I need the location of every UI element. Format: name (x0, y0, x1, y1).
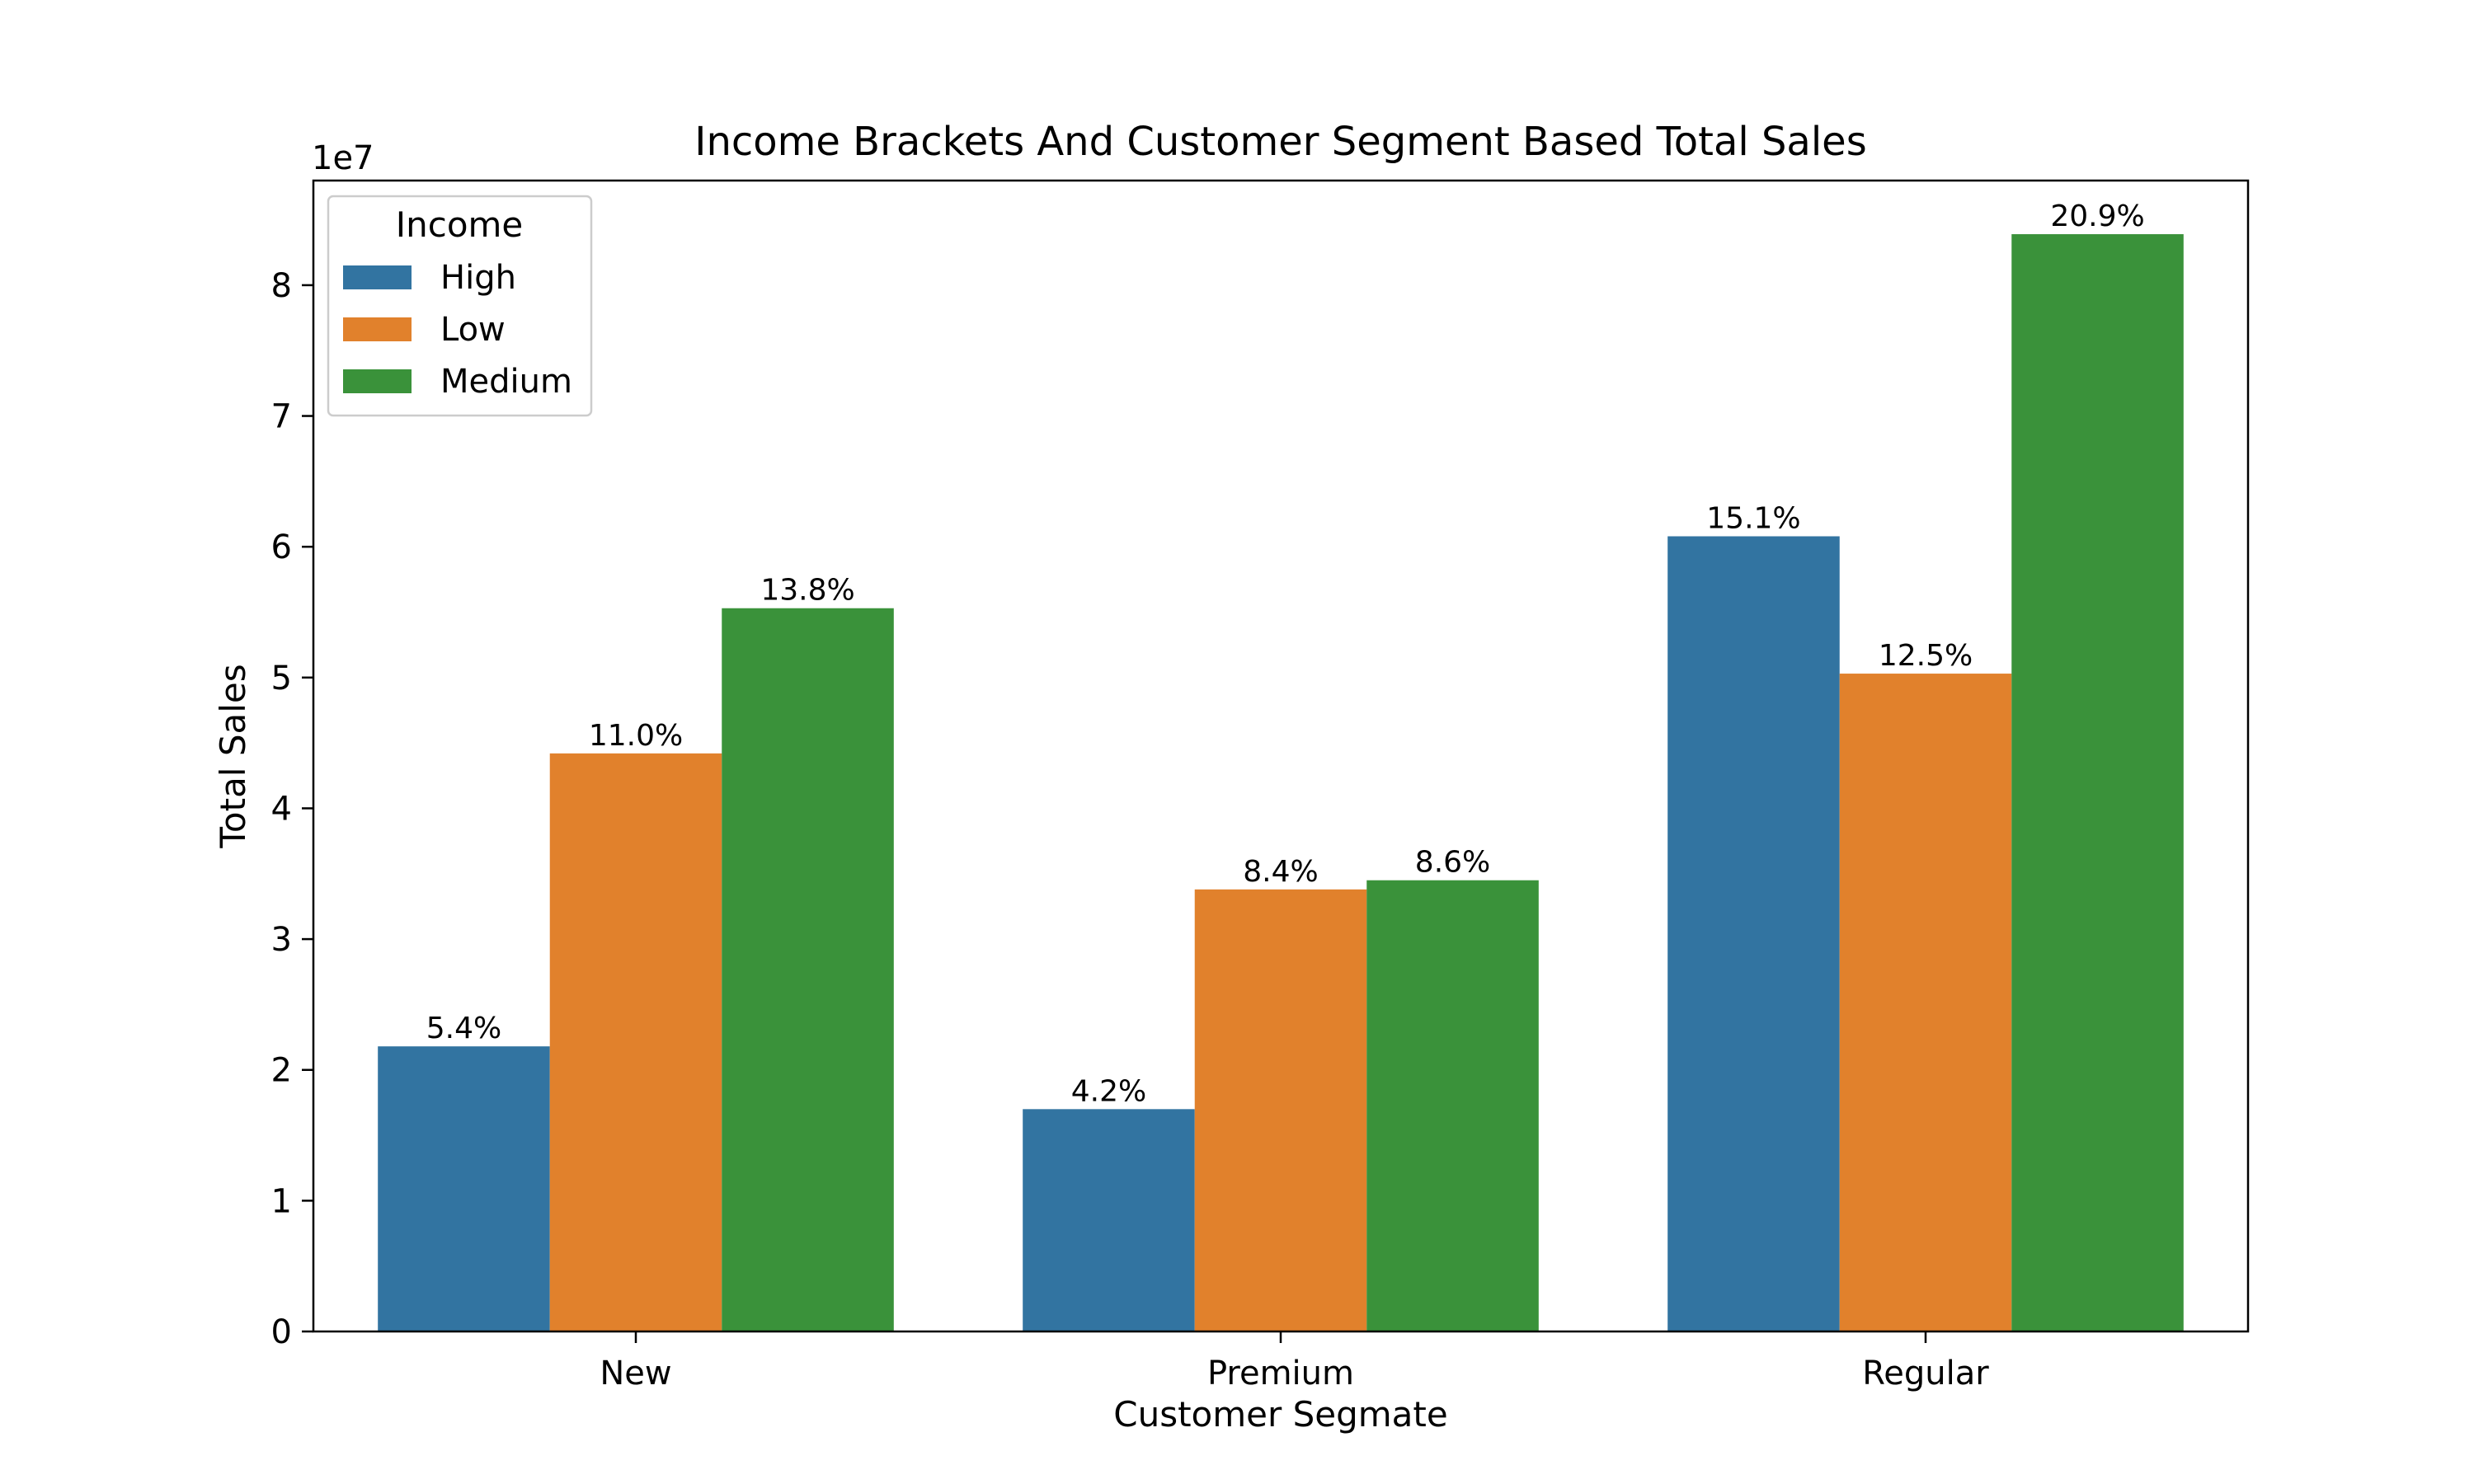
x-axis-label: Customer Segmate (1113, 1394, 1447, 1435)
y-tick-label: 0 (271, 1313, 292, 1351)
plot-area-frame (312, 179, 2250, 1333)
y-tick-label: 1 (271, 1182, 292, 1220)
legend-swatch-medium (343, 369, 412, 393)
data-label-regular-medium: 20.9% (2050, 200, 2144, 233)
chart-title: Income Brackets And Customer Segment Bas… (694, 119, 1866, 165)
bar-premium-low (1194, 889, 1367, 1331)
bar-regular-high (1667, 536, 1840, 1331)
bar-premium-high (1023, 1109, 1195, 1331)
y-tick-label: 8 (271, 267, 292, 305)
y-axis-offset-label: 1e7 (312, 139, 374, 177)
y-tick-label: 6 (271, 528, 292, 566)
legend-label-medium: Medium (440, 363, 572, 401)
y-tick-label: 2 (271, 1052, 292, 1090)
data-label-new-high: 5.4% (426, 1012, 501, 1045)
legend: Income High Low Medium (327, 195, 593, 417)
data-label-premium-high: 4.2% (1071, 1074, 1146, 1108)
y-tick-label: 3 (271, 921, 292, 959)
x-tick-label-premium: Premium (1207, 1355, 1354, 1392)
legend-title: Income (396, 204, 524, 245)
x-tick-label-regular: Regular (1862, 1355, 1989, 1392)
y-tick-label: 5 (271, 660, 292, 697)
bars-layer (378, 234, 2184, 1332)
data-label-premium-low: 8.4% (1243, 855, 1318, 889)
data-label-new-medium: 13.8% (760, 574, 854, 608)
legend-swatch-high (343, 265, 412, 289)
y-tick-label: 7 (271, 398, 292, 436)
y-axis-label: Total Sales (213, 664, 253, 848)
bar-regular-low (1839, 674, 2012, 1331)
x-tick-label-new: New (600, 1355, 671, 1392)
legend-swatch-low (343, 317, 412, 341)
bar-new-low (549, 753, 722, 1331)
data-label-regular-low: 12.5% (1879, 639, 1973, 673)
legend-box (327, 195, 593, 417)
data-labels-layer: 5.4% 11.0% 13.8% 4.2% 8.4% 8.6% 15.1% 12.5% 20.9… (426, 200, 2145, 1108)
legend-label-low: Low (440, 311, 506, 349)
bar-regular-medium (2011, 234, 2184, 1332)
bar-premium-medium (1366, 880, 1539, 1331)
data-label-regular-high: 15.1% (1706, 501, 1800, 535)
legend-label-high: High (440, 259, 516, 297)
bar-new-medium (722, 608, 894, 1331)
legend-items: High Low Medium (343, 259, 572, 401)
x-axis-ticks: New Premium Regular (600, 1331, 1989, 1392)
y-axis-ticks: 0 1 2 3 4 5 6 7 8 (271, 267, 313, 1351)
y-tick-label: 4 (271, 790, 292, 828)
bar-new-high (378, 1046, 550, 1331)
data-label-new-low: 11.0% (589, 719, 683, 753)
data-label-premium-medium: 8.6% (1415, 846, 1490, 880)
